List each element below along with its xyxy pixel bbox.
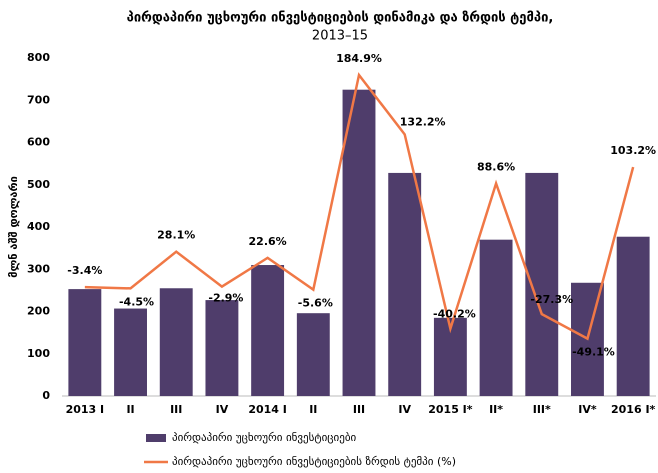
chart-title: პირდაპირი უცხოური ინვესტიციების დინამიკა… [127, 11, 554, 26]
x-tick-label: II [126, 403, 134, 416]
data-label: 22.6% [249, 235, 287, 248]
data-label: -49.1% [572, 346, 615, 359]
y-tick-label: 300 [27, 262, 50, 275]
y-tick-label: 100 [27, 347, 50, 360]
line [84, 72, 635, 341]
bar [251, 265, 285, 396]
bar [205, 300, 239, 396]
chart-subtitle: 2013–15 [312, 29, 368, 44]
bar [68, 289, 102, 396]
legend-label: პირდაპირი უცხოური ინვესტიციების ზრდის ტე… [172, 455, 456, 468]
x-tick-label: 2016 I* [611, 403, 656, 416]
x-tick-label: IV [216, 403, 229, 416]
bar [388, 172, 422, 396]
data-label: 28.1% [157, 229, 195, 242]
data-label: -2.9% [208, 292, 243, 305]
bar [114, 308, 147, 396]
x-tick-label: II* [489, 403, 503, 416]
bar [342, 89, 376, 396]
data-label: -3.4% [67, 264, 102, 277]
y-tick-label: 500 [27, 178, 50, 191]
data-label: -4.5% [119, 295, 154, 308]
legend-label: პირდაპირი უცხოური ინვესტიციები [172, 431, 357, 444]
x-tick-label: II [309, 403, 317, 416]
x-tick-label: IV [398, 403, 411, 416]
bar [616, 236, 650, 396]
bar [479, 239, 513, 396]
y-tick-label: 600 [27, 136, 50, 149]
y-tick-label: 700 [27, 93, 50, 106]
y-tick-label: 200 [27, 305, 50, 318]
y-axis-label: მლნ აშშ დოლარი [7, 176, 20, 278]
x-tick-label: 2014 I [248, 403, 287, 416]
y-tick-label: 400 [27, 220, 50, 233]
x-tick-label: III [170, 403, 182, 416]
data-label: 103.2% [610, 144, 656, 157]
x-tick-label: 2015 I* [428, 403, 473, 416]
bar [296, 313, 330, 396]
x-tick-label: III [353, 403, 365, 416]
data-label: -27.3% [530, 293, 573, 306]
y-tick-label: 0 [42, 389, 50, 402]
y-tick-label: 800 [27, 51, 50, 64]
data-label: -5.6% [298, 297, 333, 310]
bar [159, 288, 193, 396]
data-label: 88.6% [477, 161, 515, 174]
data-label: 184.9% [336, 52, 382, 65]
legend-swatch [146, 434, 166, 442]
x-tick-label: III* [533, 403, 551, 416]
data-label: -40.2% [433, 308, 476, 321]
x-tick-label: 2013 I [66, 403, 105, 416]
x-tick-label: IV* [578, 403, 597, 416]
data-label: 132.2% [400, 115, 446, 128]
